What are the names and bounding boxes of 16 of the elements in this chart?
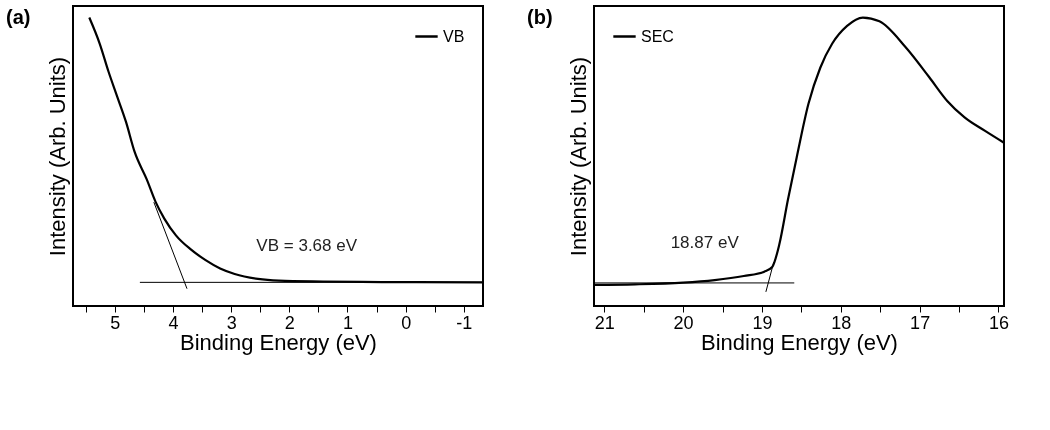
- x-tick-label: 5: [110, 312, 121, 333]
- annotation: VB = 3.68 eV: [256, 236, 358, 255]
- x-tick-label: -1: [456, 312, 473, 333]
- x-tick-label: 20: [673, 312, 694, 333]
- annotation: 18.87 eV: [670, 233, 740, 252]
- legend-label: VB: [443, 27, 465, 45]
- chart-title: (a): [6, 6, 31, 28]
- y-axis-title: Intensity (Arb. Units): [565, 56, 591, 257]
- x-tick-label: 17: [910, 312, 931, 333]
- chart-title: (b): [527, 6, 553, 28]
- x-tick-label: 0: [401, 312, 412, 333]
- legend-label: SEC: [641, 27, 674, 45]
- y-axis-title: Intensity (Arb. Units): [44, 56, 70, 257]
- x-tick-label: 4: [168, 312, 179, 333]
- x-tick-label: 16: [988, 312, 1009, 333]
- x-tick-label: 21: [594, 312, 615, 333]
